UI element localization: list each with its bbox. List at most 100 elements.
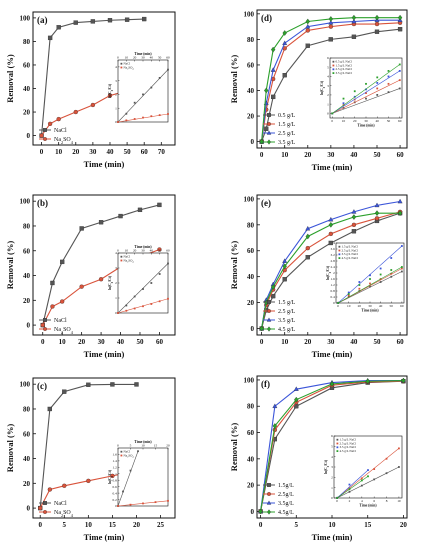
x-tick-label: 0 [38,521,42,529]
inset-y-tick-label: 1.2 [113,466,118,470]
inset-frame [333,435,403,499]
legend-marker [43,327,47,331]
inset-legend-label: 1.5 g/L NaCl [336,63,353,67]
inset-y-tick-label: 6 [327,56,329,60]
x-axis-label: Time (min) [84,349,125,359]
data-point [134,382,139,387]
x-tick-label: 30 [98,338,106,346]
inset-data-point [125,309,128,312]
inset-data-point [348,488,351,491]
data-point [79,226,84,231]
inset-y-tick-label: 5 [327,65,329,69]
inset-y-tick-label: 0 [115,311,117,315]
x-tick-label: 60 [397,338,405,346]
inset-y-tick-label: 3 [115,79,117,83]
legend-label: 1.5g/L [278,483,294,489]
y-tick-label: 60 [23,61,31,69]
inset-x-tick-label: 0 [331,119,333,123]
data-point [47,35,53,41]
inset-x-tick-label: 50 [390,304,394,308]
inset-data-point [398,87,401,90]
data-point [73,109,78,115]
x-tick-label: 25 [157,521,165,529]
inset-data-point [142,93,144,96]
inset-data-point [133,295,136,298]
inset-data-point [336,497,338,499]
data-point [47,406,52,412]
inset-y-tick-label: 1 [331,486,333,490]
data-point [110,473,115,479]
inset-legend-label: 2.5 g/L NaCl [336,67,353,71]
panel-label: (c) [37,381,47,391]
inset-data-point [369,274,371,277]
y-tick-label: 80 [247,221,255,229]
data-point [38,505,43,511]
data-point [374,29,380,34]
data-point [272,403,278,408]
inset-x-tick-label: 4 [361,499,363,503]
inset-data-point [387,82,390,85]
inset-data-point [150,115,153,118]
inset-y-tick-label: 2.4 [331,265,336,269]
inset-legend-label: 3.5 g/L NaCl [342,252,359,256]
y-axis-label: Removal (%) [5,54,15,103]
inset-legend-marker [332,68,335,71]
inset-x-label: Time (min) [134,440,152,444]
y-tick-label: 100 [244,195,255,203]
inset-y-tick-label: 3 [115,266,117,270]
legend-marker [266,130,272,135]
inset-data-point [358,284,361,286]
inset-data-point [167,262,169,265]
inset-x-tick-label: 30 [141,56,145,60]
x-tick-label: 20 [400,521,408,529]
data-point [294,396,299,403]
plot-frame [256,9,408,149]
inset-fit-line [332,64,400,114]
x-tick-label: 30 [89,148,97,156]
y-tick-label: 60 [23,430,31,438]
legend-marker [43,137,47,141]
inset-data-point [137,450,139,453]
inset-y-tick-label: 3 [331,465,333,469]
y-tick-label: 60 [247,61,255,69]
inset-data-point [348,487,351,490]
legend-label: 1.5 g/L [278,300,296,306]
data-point [56,116,61,122]
legend-marker [43,501,47,505]
inset-x-tick-label: 10 [347,304,351,308]
y-tick-label: 0 [27,322,31,330]
y-tick-label: 60 [247,247,255,255]
legend-marker [267,492,271,496]
inset-legend-label: Na2SO4 [124,65,135,70]
inset-x-tick-label: 5 [130,444,132,448]
y-tick-label: 40 [23,272,31,280]
legend-label: Na2SO4 [54,510,74,518]
inset-data-point [400,266,403,268]
inset-legend-label: 3.5 g/L NaCl [340,445,357,449]
inset-x-tick-label: 20 [133,56,137,60]
inset-chart: 0 5 10 15 20 0 0.2 0.4 0.6 0.8 1 1.2 1.4 1.6 Time (min… [108,440,170,508]
legend-marker [267,483,271,487]
inset-data-point [365,92,367,94]
inset-data-point [353,90,356,93]
data-point [397,198,403,204]
inset-x-tick-label: 30 [368,304,372,308]
y-tick-label: 100 [244,10,255,18]
data-point [264,87,269,94]
data-point [351,209,357,214]
inset-data-point [129,469,132,472]
inset-y-tick-label: 4 [331,455,333,459]
y-tick-label: 80 [23,405,31,413]
y-axis-label: Removal (%) [229,241,239,290]
inset-x-tick-label: 60 [400,304,404,308]
x-tick-label: 40 [117,338,125,346]
inset-y-tick-label: 0 [115,504,117,508]
y-tick-label: 100 [20,381,31,389]
x-tick-label: 0 [260,151,264,159]
inset-x-tick-label: 50 [158,249,162,253]
data-point [282,30,287,36]
inset-data-point [365,82,367,85]
legend-label: 4.5 g/L [278,327,296,333]
